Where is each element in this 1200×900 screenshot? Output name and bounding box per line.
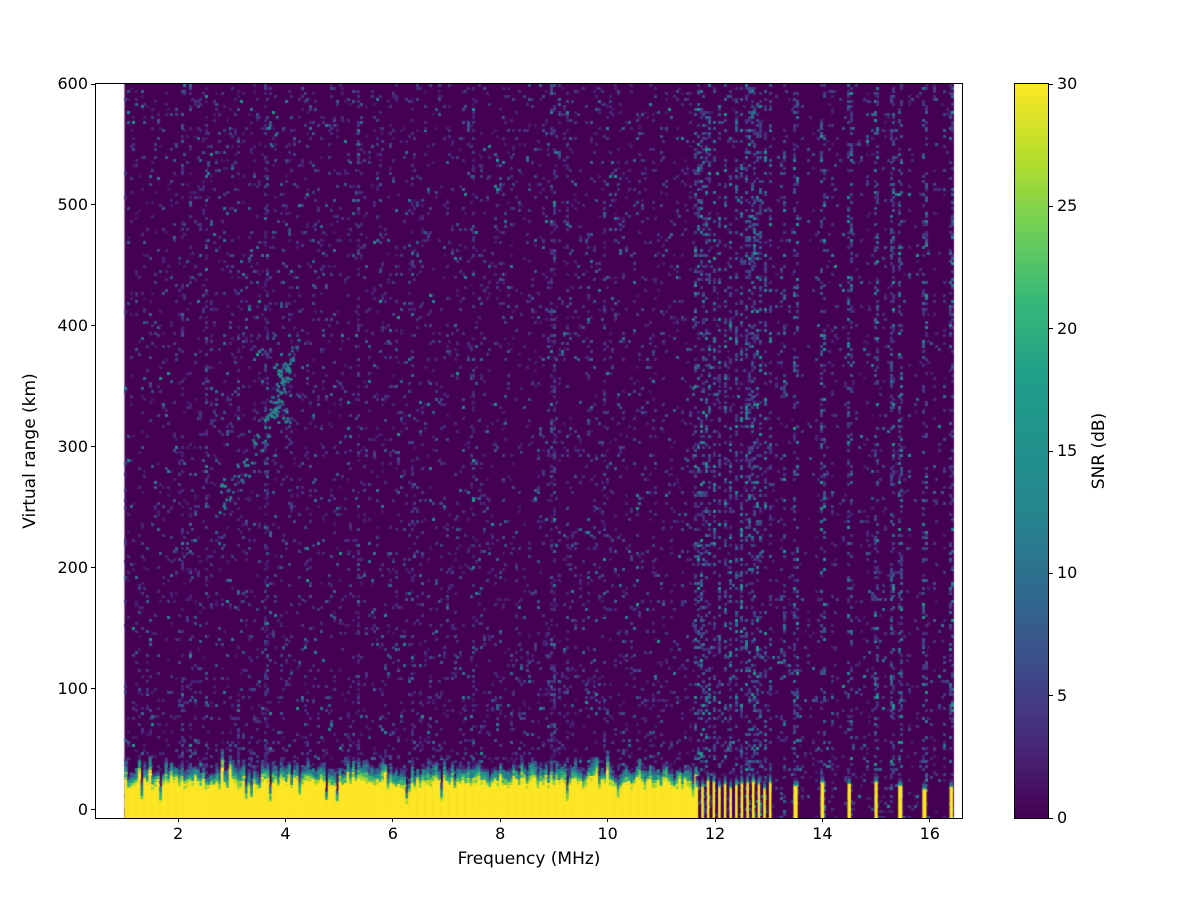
x-tick-mark [714, 818, 716, 822]
colorbar-gradient-canvas [1015, 84, 1048, 818]
x-tick-label: 2 [173, 824, 184, 843]
colorbar-tick-mark [1049, 328, 1053, 330]
colorbar-tick-mark [1049, 572, 1053, 574]
x-tick-mark [929, 818, 931, 822]
colorbar-tick-mark [1049, 817, 1053, 819]
x-tick-mark [285, 818, 287, 822]
x-tick-label: 14 [812, 824, 833, 843]
y-tick-mark [91, 325, 95, 327]
plot-area [95, 83, 963, 819]
y-tick-mark [91, 567, 95, 569]
y-tick-mark [91, 83, 95, 85]
colorbar-tick-mark [1049, 83, 1053, 85]
y-tick-mark [91, 446, 95, 448]
x-tick-mark [392, 818, 394, 822]
ionogram-heatmap-canvas [96, 84, 962, 818]
y-tick-label: 200 [57, 557, 88, 577]
y-tick-mark [91, 809, 95, 811]
colorbar-tick-label: 20 [1057, 318, 1078, 338]
colorbar-tick-mark [1049, 450, 1053, 452]
x-tick-label: 8 [495, 824, 506, 843]
x-tick-label: 6 [387, 824, 398, 843]
colorbar-tick-label: 15 [1057, 441, 1078, 460]
x-tick-label: 16 [919, 824, 940, 843]
x-tick-label: 12 [704, 824, 726, 843]
y-tick-mark [91, 688, 95, 690]
y-tick-label: 0 [77, 799, 88, 819]
x-tick-label: 4 [280, 824, 291, 843]
y-tick-label: 300 [57, 436, 88, 456]
x-tick-mark [499, 818, 501, 822]
y-axis-label: Virtual range (km) [20, 373, 40, 529]
colorbar-tick-mark [1049, 695, 1053, 697]
colorbar [1014, 83, 1049, 819]
x-tick-mark [821, 818, 823, 822]
colorbar-tick-label: 30 [1057, 74, 1078, 93]
x-axis-label: Frequency (MHz) [457, 849, 601, 869]
colorbar-tick-label: 10 [1057, 563, 1078, 583]
y-tick-label: 600 [57, 74, 88, 93]
y-tick-mark [91, 204, 95, 206]
y-tick-label: 100 [57, 678, 88, 698]
colorbar-tick-label: 5 [1057, 685, 1068, 705]
x-tick-mark [607, 818, 609, 822]
x-tick-mark [177, 818, 179, 822]
colorbar-tick-label: 0 [1057, 808, 1068, 827]
x-tick-label: 10 [597, 824, 618, 843]
colorbar-label: SNR (dB) [1089, 412, 1109, 490]
y-tick-label: 400 [57, 315, 88, 335]
colorbar-tick-label: 25 [1057, 196, 1078, 216]
colorbar-tick-mark [1049, 205, 1053, 207]
y-tick-label: 500 [57, 194, 88, 214]
